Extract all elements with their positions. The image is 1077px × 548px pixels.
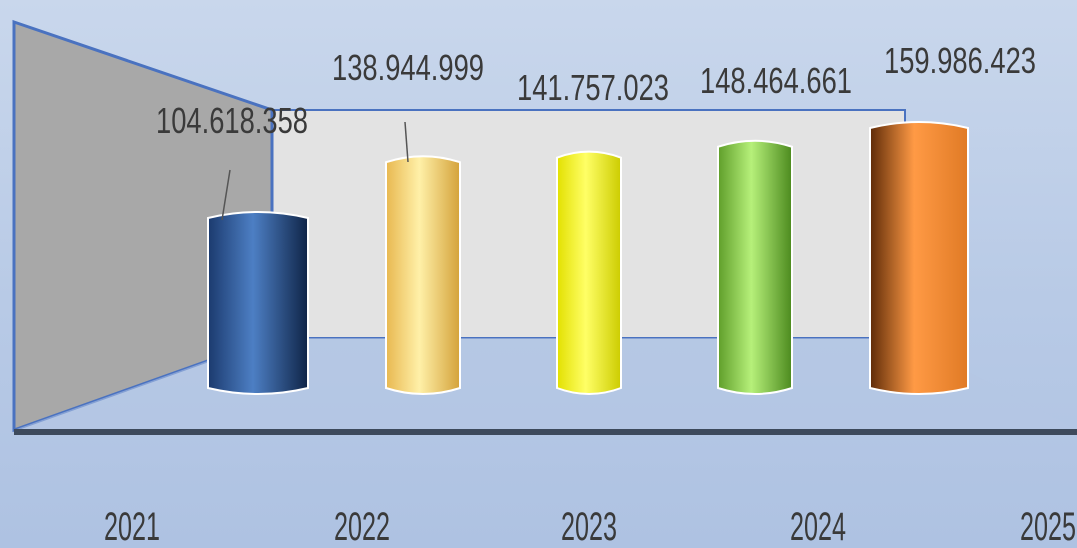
- data-label-2023: 141.757.023: [517, 67, 669, 108]
- leader-line-2022: [404, 121, 409, 163]
- x-tick-label-2024: 2024: [790, 505, 846, 548]
- bar-2024: [717, 139, 793, 395]
- data-label-2024: 148.464.661: [700, 60, 852, 101]
- bar-2023: [556, 150, 622, 395]
- leaders-layer: [221, 121, 409, 221]
- leader-line-2021: [221, 169, 231, 221]
- x-tick-label-2023: 2023: [561, 505, 617, 548]
- x-tick-label-2021: 2021: [104, 505, 160, 548]
- bar-2022: [385, 155, 461, 395]
- labels-layer: 104.618.358 138.944.999 141.757.023 148.464…: [156, 40, 1036, 141]
- data-label-2021: 104.618.358: [156, 100, 308, 141]
- bar-2021: [207, 211, 309, 395]
- data-label-2022: 138.944.999: [332, 47, 484, 88]
- ticks-layer: 2021 2022 2023 2024 2025: [104, 505, 1076, 548]
- x-tick-label-2025: 2025: [1020, 505, 1076, 548]
- data-label-2025: 159.986.423: [884, 40, 1036, 81]
- bar-2025: [869, 121, 969, 395]
- bars-layer: [207, 121, 969, 395]
- x-tick-label-2022: 2022: [334, 505, 390, 548]
